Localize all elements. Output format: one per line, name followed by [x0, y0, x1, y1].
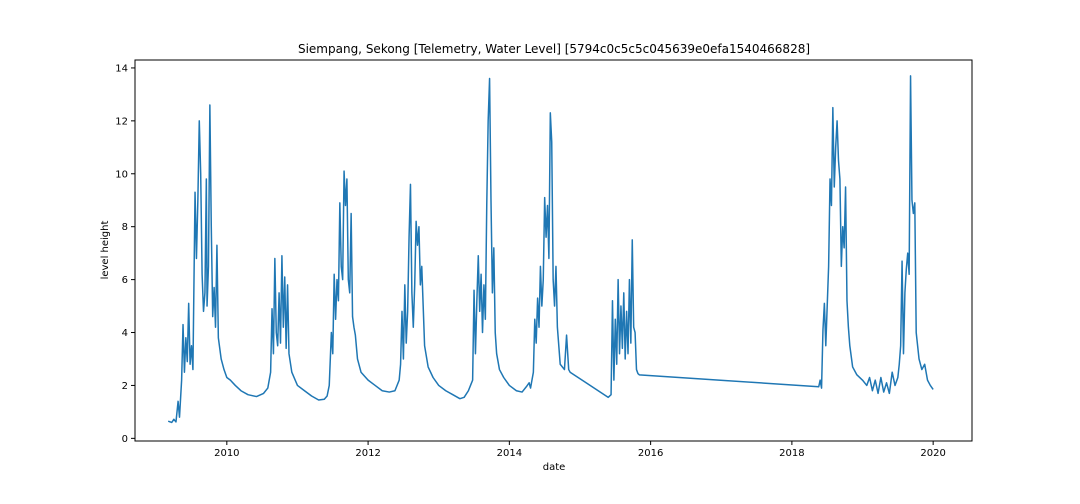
x-tick-label: 2012: [355, 448, 380, 459]
y-tick-label: 12: [115, 116, 128, 127]
y-tick-label: 14: [115, 63, 128, 74]
y-tick-label: 0: [122, 434, 128, 445]
series-line: [167, 75, 934, 424]
x-axis: 2010 2012 2014 2016 2018 2020: [214, 441, 946, 459]
x-tick-label: 2016: [638, 448, 663, 459]
y-axis-label: level height: [100, 221, 111, 280]
x-tick-label: 2010: [214, 448, 239, 459]
y-tick-label: 8: [122, 222, 128, 233]
y-axis: 0 2 4 6 8 10 12 14: [115, 63, 135, 445]
x-axis-label: date: [543, 462, 566, 473]
chart-title: Siempang, Sekong [Telemetry, Water Level…: [298, 42, 810, 56]
x-tick-label: 2020: [920, 448, 945, 459]
y-tick-label: 6: [122, 275, 128, 286]
y-tick-label: 2: [122, 381, 128, 392]
series-layer: [167, 75, 934, 424]
y-tick-label: 10: [115, 169, 128, 180]
x-tick-label: 2014: [497, 448, 522, 459]
x-tick-label: 2018: [779, 448, 804, 459]
y-tick-label: 4: [122, 328, 128, 339]
